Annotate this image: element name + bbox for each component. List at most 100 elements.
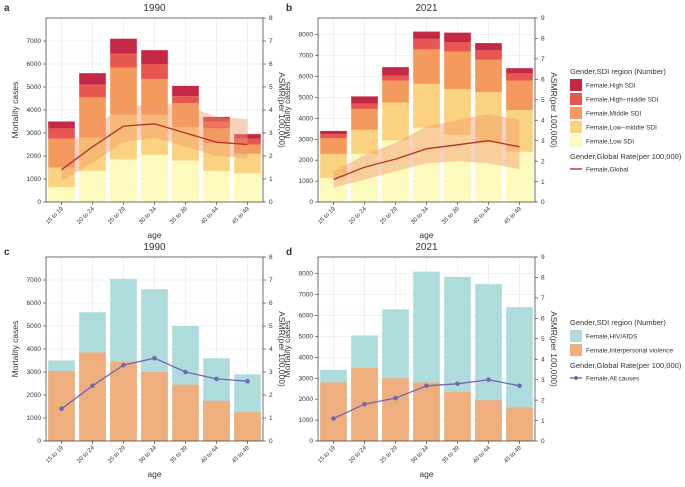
legend-label: Female,Low−middle SDI xyxy=(586,125,657,132)
bar-segment xyxy=(444,51,471,90)
y2-tick-label: 7 xyxy=(269,38,273,45)
x-tick-label: 20 to 24 xyxy=(76,206,96,226)
legend-swatch xyxy=(570,107,582,119)
legend-label: Female,High−middle SDI xyxy=(586,97,659,104)
y2-tick-label: 6 xyxy=(541,316,545,323)
bar-segment xyxy=(475,92,502,143)
x-tick-label: 45 to 49 xyxy=(231,206,251,226)
y-axis-title: Mortality cases xyxy=(282,82,292,139)
bar-segment xyxy=(475,142,502,202)
legend-line-label: Female,Global xyxy=(586,167,629,174)
line-point xyxy=(214,376,219,382)
x-tick-label: 40 to 44 xyxy=(472,206,492,226)
legend-label: Female,Low SDI xyxy=(586,139,634,146)
legend-swatch xyxy=(570,344,582,356)
bar-segment xyxy=(141,114,168,155)
bar-segment xyxy=(382,80,409,103)
x-tick-label: 30 to 34 xyxy=(410,445,430,465)
y2-tick-label: 9 xyxy=(541,15,545,22)
x-tick-label: 35 to 39 xyxy=(441,445,461,465)
bar-segment xyxy=(506,80,533,110)
y-axis-title: Mortality cases xyxy=(282,321,292,378)
bar xyxy=(203,400,230,441)
y2-tick-label: 7 xyxy=(269,277,273,284)
y-tick-label: 4000 xyxy=(27,107,42,114)
bar-segment xyxy=(320,177,347,202)
line-point xyxy=(393,395,398,401)
y2-tick-label: 0 xyxy=(541,199,545,206)
x-tick-label: 20 to 24 xyxy=(348,445,368,465)
y-tick-label: 0 xyxy=(37,199,41,206)
y2-tick-label: 2 xyxy=(269,153,273,160)
legend-swatch xyxy=(570,121,582,133)
bar xyxy=(413,382,440,441)
bar xyxy=(320,382,347,441)
y-tick-label: 1000 xyxy=(299,178,314,185)
legend-swatch xyxy=(570,135,582,147)
bar xyxy=(234,412,261,441)
bar-segment xyxy=(506,151,533,202)
bar-segment xyxy=(110,159,137,202)
bar xyxy=(475,400,502,441)
x-tick-label: 35 to 39 xyxy=(441,206,461,226)
series-1 xyxy=(320,83,533,178)
series-1 xyxy=(48,352,261,441)
y-tick-label: 0 xyxy=(309,438,313,445)
bar-segment xyxy=(79,73,106,85)
y2-tick-label: 2 xyxy=(269,392,273,399)
line-point xyxy=(90,383,95,389)
y-tick-label: 2000 xyxy=(299,157,314,164)
line-point xyxy=(486,377,491,382)
y2-tick-label: 1 xyxy=(269,176,273,183)
legend-swatch xyxy=(570,79,582,91)
line-point xyxy=(455,381,460,387)
panel-a: a 199001000200030004000500060007000012345… xyxy=(4,3,287,240)
chart-title: 2021 xyxy=(415,3,438,14)
y-tick-label: 2000 xyxy=(299,396,314,403)
y2-tick-label: 5 xyxy=(541,97,545,104)
bar-segment xyxy=(141,50,168,64)
bar xyxy=(48,370,75,441)
y-tick-label: 2000 xyxy=(27,153,42,160)
y2-tick-label: 7 xyxy=(541,56,545,63)
y2-tick-label: 3 xyxy=(541,138,545,145)
bar-segment xyxy=(172,103,199,128)
series-1 xyxy=(48,114,261,188)
line-point xyxy=(121,362,126,368)
y2-tick-label: 5 xyxy=(269,84,273,91)
y-tick-label: 7000 xyxy=(299,53,314,60)
y-tick-label: 5000 xyxy=(299,333,314,340)
y-tick-label: 1000 xyxy=(27,176,42,183)
y2-tick-label: 8 xyxy=(269,15,273,22)
bar-segment xyxy=(351,108,378,130)
x-tick-label: 45 to 49 xyxy=(231,445,251,465)
y-tick-label: 4000 xyxy=(299,354,314,361)
legend-line-title: Gender,Global Rate(per 100,000) xyxy=(570,361,682,370)
bar-segment xyxy=(413,83,440,128)
bar-segment xyxy=(413,38,440,50)
x-tick-label: 25 to 29 xyxy=(107,206,127,226)
x-tick-label: 20 to 24 xyxy=(76,445,96,465)
bar-segment xyxy=(475,43,502,51)
y-tick-label: 1000 xyxy=(27,415,42,422)
bar-segment xyxy=(382,140,409,202)
chart-title: 1990 xyxy=(143,3,166,14)
panel-c: c 199001000200030004000500060007000012345… xyxy=(4,242,287,479)
x-tick-label: 15 to 19 xyxy=(317,445,337,465)
legend-label: Female,High SDI xyxy=(586,83,636,90)
legend-label: Female,Interpersonal violence xyxy=(586,348,673,355)
bar-segment xyxy=(413,31,440,39)
y2-tick-label: 2 xyxy=(541,397,545,404)
bar xyxy=(506,407,533,441)
series-0 xyxy=(48,154,261,202)
y2-tick-label: 8 xyxy=(541,275,545,282)
y-tick-label: 0 xyxy=(37,438,41,445)
y-tick-label: 7000 xyxy=(27,277,42,284)
bar xyxy=(141,372,168,441)
legend-swatch xyxy=(570,93,582,105)
y-tick-label: 7000 xyxy=(27,38,42,45)
panel-d: d 202101000200030004000500060007000800001… xyxy=(282,242,559,479)
legend-line-point xyxy=(574,376,578,380)
uncertainty-band xyxy=(61,103,248,182)
y2-tick-label: 0 xyxy=(269,199,273,206)
